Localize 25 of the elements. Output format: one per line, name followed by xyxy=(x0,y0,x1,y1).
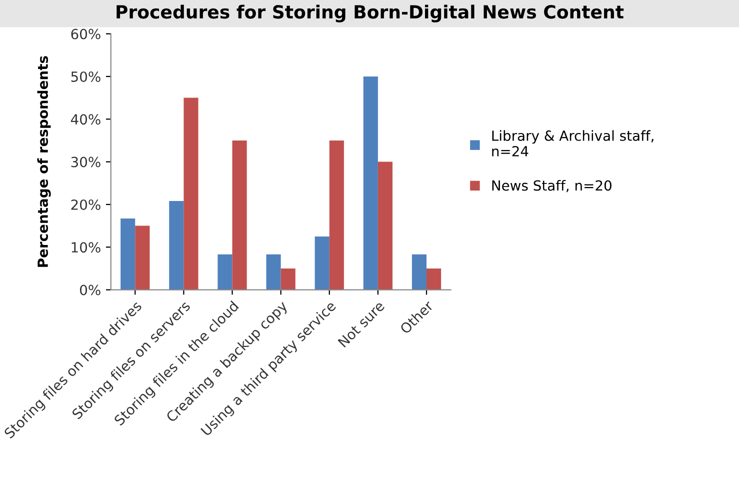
y-tick-label: 50% xyxy=(71,71,100,82)
bar xyxy=(329,140,344,290)
y-tick-label: 40% xyxy=(70,114,100,125)
y-tick-label: 10% xyxy=(72,242,100,253)
bar xyxy=(280,268,296,290)
y-tick-label: 30% xyxy=(71,156,100,168)
bar xyxy=(426,268,442,290)
bar xyxy=(363,76,378,290)
legend-label: News Staff, n=20 xyxy=(492,180,612,192)
bar xyxy=(169,201,184,290)
y-tick-label: 60% xyxy=(71,28,100,40)
y-axis-title: Percentage of respondents xyxy=(37,56,51,267)
bar xyxy=(266,254,281,290)
bar xyxy=(184,98,198,290)
bar xyxy=(120,218,136,290)
bar xyxy=(135,226,150,290)
bar xyxy=(232,140,247,290)
bar xyxy=(412,254,427,290)
chart-title: Procedures for Storing Born-Digital News Content xyxy=(116,4,624,22)
bar xyxy=(378,162,393,290)
legend-label: Library & Archival staff, n=24 xyxy=(492,130,654,156)
y-tick-label: 0% xyxy=(80,284,100,296)
y-tick-label: 20% xyxy=(71,199,100,210)
bar xyxy=(218,254,232,290)
bar xyxy=(314,236,330,290)
